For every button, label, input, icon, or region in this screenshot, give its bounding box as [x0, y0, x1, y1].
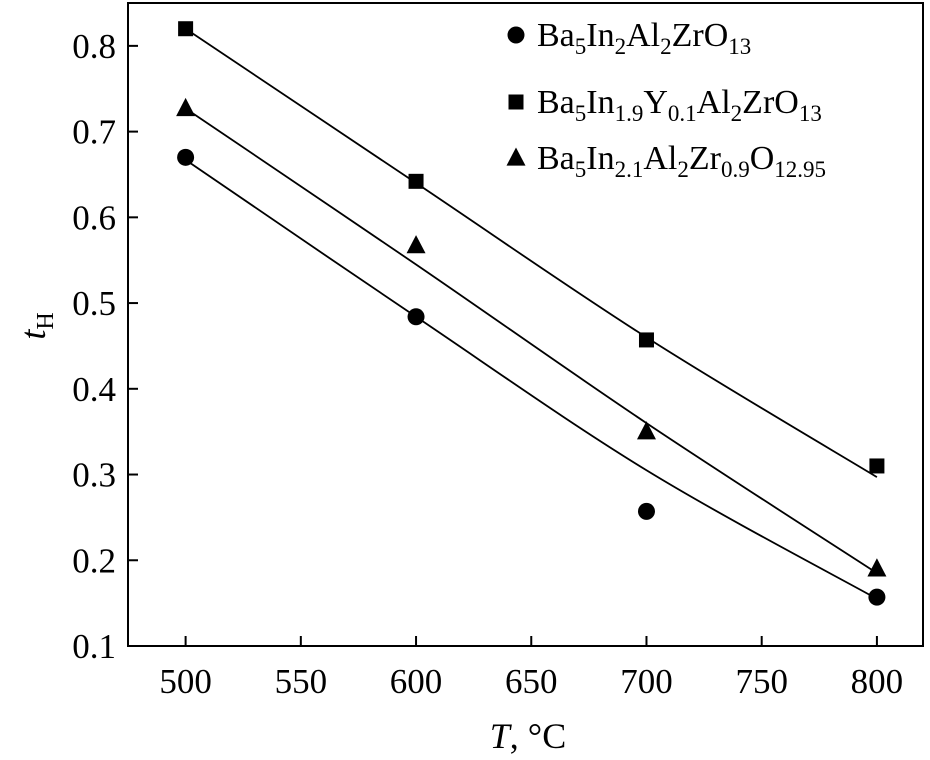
x-tick-label: 550	[275, 662, 328, 701]
data-point-square	[638, 332, 654, 348]
fit-curves	[185, 27, 878, 600]
x-tick-label: 500	[159, 662, 212, 701]
data-point-circle	[177, 148, 195, 166]
x-tick-label: 650	[505, 662, 558, 701]
y-axis-ticks: 0.1 0.2 0.3 0.4 0.5 0.6 0.7 0.8	[72, 27, 138, 666]
data-point-triangle	[636, 421, 656, 440]
y-tick-label: 0.2	[72, 541, 116, 580]
data-point-square	[178, 21, 194, 37]
data-point-triangle	[867, 558, 887, 577]
data-point-circle	[637, 502, 655, 520]
data-point-square	[408, 173, 424, 189]
x-tick-label: 800	[851, 662, 904, 701]
y-tick-label: 0.5	[72, 284, 116, 323]
data-point-triangle	[406, 235, 426, 254]
x-axis-ticks: 500 550 600 650 700 750 800	[159, 636, 903, 701]
y-axis-label-subscript: H	[33, 312, 59, 329]
x-tick-label: 700	[620, 662, 673, 701]
data-point-circle	[868, 588, 886, 606]
legend: Ba5In2Al2ZrO13 Ba5In1.9Y0.1Al2ZrO13 Ba5In2…	[506, 17, 826, 182]
x-tick-label: 600	[390, 662, 443, 701]
y-tick-label: 0.7	[72, 113, 116, 152]
legend-marker-circle	[507, 26, 525, 44]
data-point-circle	[407, 308, 425, 326]
legend-marker-square	[508, 94, 524, 110]
x-axis-label: T, °C	[490, 716, 566, 756]
plot-frame	[127, 2, 924, 647]
x-axis-label-unit: , °C	[510, 716, 566, 756]
legend-label-square: Ba5In1.9Y0.1Al2ZrO13	[537, 84, 822, 126]
fit-curve-circle	[185, 159, 878, 600]
legend-label-triangle: Ba5In2.1Al2Zr0.9O12.95	[537, 140, 826, 182]
y-axis-label-symbol: t	[13, 329, 53, 340]
data-point-square	[869, 458, 885, 474]
y-tick-label: 0.3	[72, 456, 116, 495]
x-tick-label: 750	[735, 662, 788, 701]
y-tick-label: 0.4	[72, 370, 116, 409]
data-markers	[176, 21, 887, 606]
y-axis-label: tH	[13, 312, 59, 339]
x-axis-label-symbol: T	[490, 716, 513, 756]
y-tick-label: 0.1	[72, 627, 116, 666]
fit-curve-square	[185, 27, 878, 478]
y-tick-label: 0.8	[72, 27, 116, 66]
y-tick-label: 0.6	[72, 198, 116, 237]
fit-curve-triangle	[185, 107, 878, 574]
legend-label-circle: Ba5In2Al2ZrO13	[537, 17, 751, 59]
data-point-triangle	[176, 97, 196, 117]
legend-marker-triangle	[506, 147, 526, 166]
